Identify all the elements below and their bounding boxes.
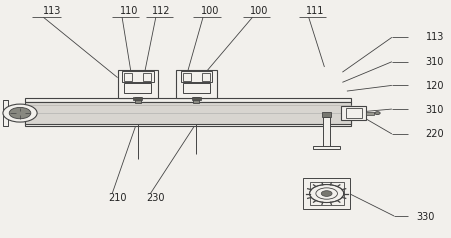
Bar: [176, 70, 216, 98]
Bar: [303, 178, 350, 209]
Bar: [135, 97, 141, 103]
Circle shape: [316, 188, 337, 199]
Text: 113: 113: [43, 6, 62, 16]
Circle shape: [3, 104, 37, 122]
Bar: [305, 179, 348, 208]
Circle shape: [309, 184, 344, 203]
Text: 100: 100: [250, 6, 268, 16]
Bar: [118, 70, 158, 98]
Text: 100: 100: [201, 6, 219, 16]
Bar: [193, 97, 199, 103]
Bar: [124, 83, 152, 93]
Text: 111: 111: [306, 6, 325, 16]
Text: 330: 330: [416, 212, 435, 222]
Text: 230: 230: [147, 193, 165, 203]
Bar: [3, 100, 8, 126]
Bar: [183, 73, 191, 81]
Text: 310: 310: [426, 104, 444, 114]
Bar: [192, 97, 201, 100]
Bar: [180, 71, 212, 82]
Bar: [124, 73, 133, 81]
Bar: [202, 73, 210, 81]
Text: 112: 112: [152, 6, 171, 16]
Bar: [133, 97, 143, 100]
Bar: [309, 182, 344, 205]
Circle shape: [375, 112, 380, 114]
Circle shape: [321, 191, 332, 196]
Bar: [25, 121, 351, 126]
Text: 110: 110: [120, 6, 138, 16]
Text: 310: 310: [426, 57, 444, 67]
Text: 120: 120: [426, 81, 444, 91]
Bar: [345, 108, 362, 118]
Bar: [323, 117, 330, 147]
Bar: [313, 146, 340, 149]
Bar: [25, 102, 351, 124]
Bar: [341, 106, 366, 120]
Bar: [122, 71, 153, 82]
Bar: [366, 112, 374, 114]
Bar: [143, 73, 152, 81]
Text: 210: 210: [108, 193, 127, 203]
Text: 220: 220: [426, 129, 444, 139]
Circle shape: [9, 107, 31, 119]
Text: 113: 113: [426, 32, 444, 42]
Bar: [322, 112, 331, 117]
Bar: [183, 83, 210, 93]
Bar: [25, 98, 351, 102]
